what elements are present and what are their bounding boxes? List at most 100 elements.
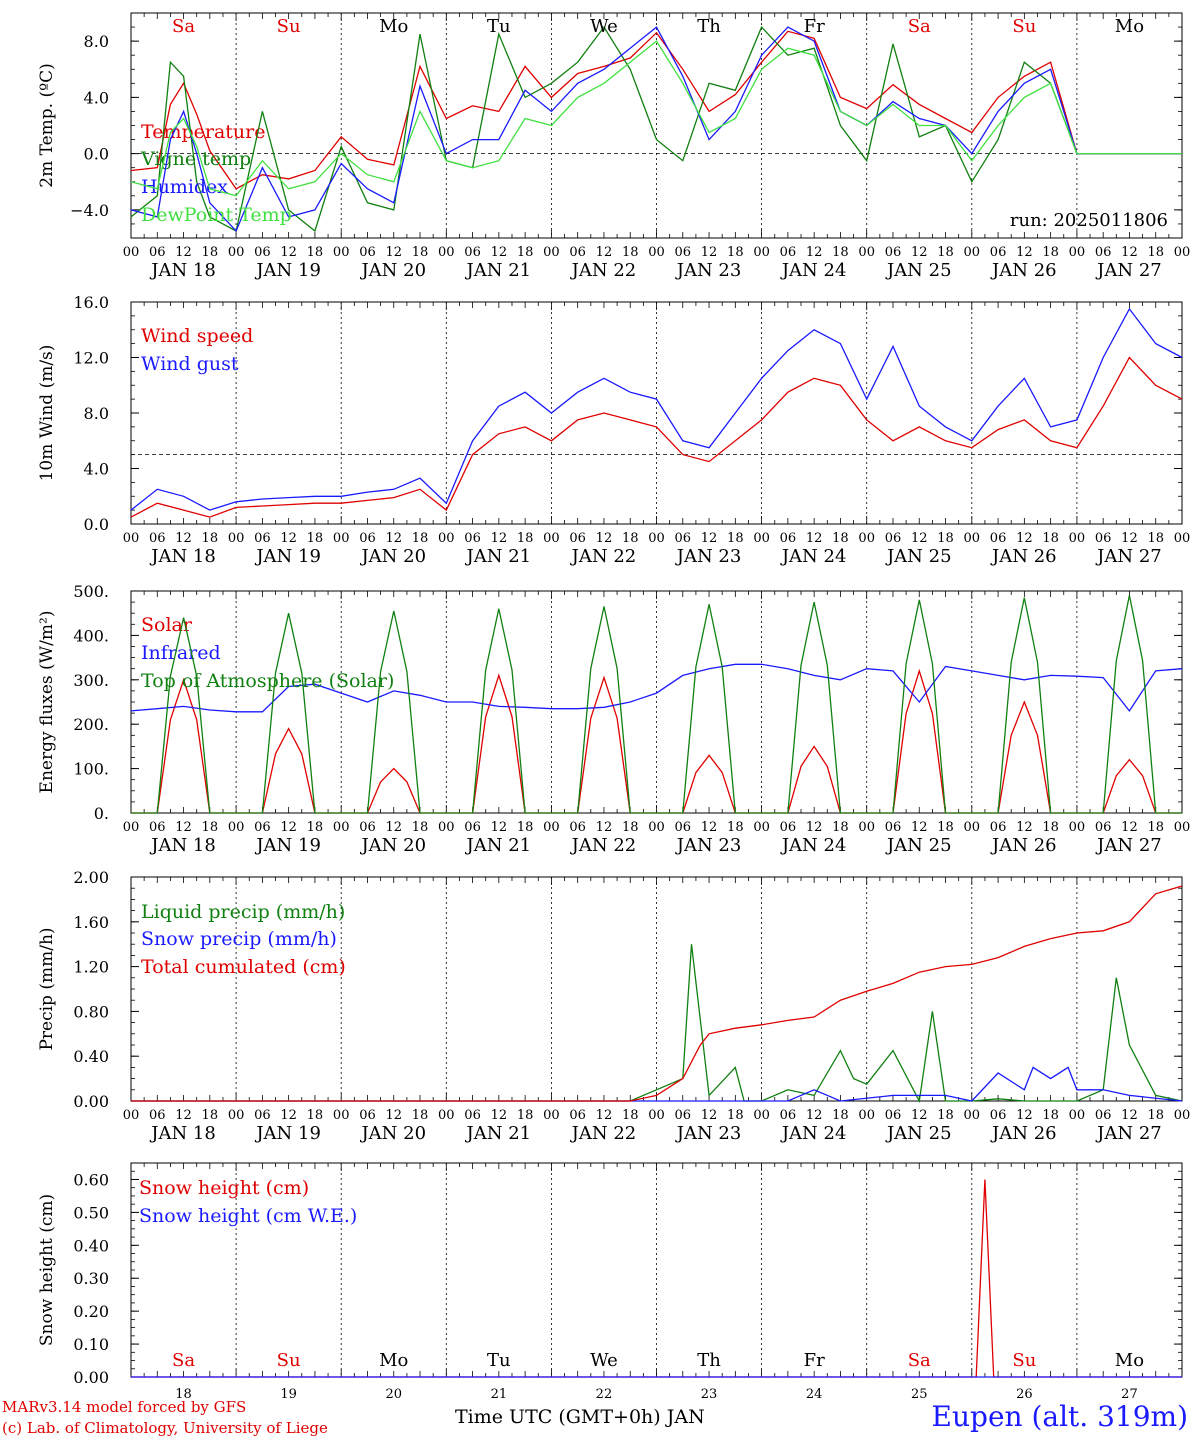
y-tick-label: 400. [73, 626, 109, 645]
x-hour-label: 06 [675, 531, 692, 546]
x-hour-label: 06 [359, 820, 376, 835]
x-date-label: JAN 27 [1095, 835, 1162, 856]
y-tick-label: 500. [73, 582, 109, 601]
x-date-label: JAN 18 [149, 260, 216, 281]
x-hour-label: 00 [123, 245, 140, 260]
x-hour-label: 00 [438, 820, 455, 835]
x-hour-label: 06 [254, 531, 271, 546]
x-hour-label: 00 [1069, 1108, 1086, 1123]
x-date-label: JAN 24 [780, 546, 847, 567]
series-wind-gust [130, 307, 1183, 511]
day-number-label: 24 [806, 1387, 823, 1402]
series-snow-precip-mm-h- [131, 1066, 1183, 1102]
x-date-label: JAN 24 [780, 1123, 847, 1144]
y-tick-label: 0.40 [73, 1047, 109, 1066]
x-date-label: JAN 20 [359, 546, 426, 567]
weekday-label-top: Th [697, 16, 721, 37]
y-axis-label: Snow height (cm) [37, 1194, 57, 1346]
x-hour-label: 06 [254, 820, 271, 835]
x-hour-label: 00 [858, 820, 875, 835]
y-axis-label: 10m Wind (m/s) [37, 345, 57, 482]
x-hour-label: 00 [228, 820, 245, 835]
panel-wind: 0.0 4.0 8.0 12.0 16.0 10m Wind (m/s) 00 06 12 18 0… [37, 293, 1190, 567]
x-date-label: JAN 19 [254, 546, 321, 567]
x-hour-label: 00 [964, 245, 981, 260]
x-hour-label: 18 [202, 1108, 219, 1123]
x-hour-label: 06 [149, 531, 166, 546]
x-hour-label: 00 [123, 531, 140, 546]
x-hour-label: 12 [1121, 245, 1138, 260]
x-hour-label: 00 [648, 531, 665, 546]
weekday-label-top: Mo [1115, 16, 1144, 37]
x-hour-label: 06 [990, 245, 1007, 260]
weekday-label-top: Tu [487, 16, 511, 37]
x-hour-label: 18 [622, 245, 639, 260]
x-hour-label: 00 [1069, 820, 1086, 835]
weekday-label-bottom: Su [1012, 1350, 1036, 1371]
x-hour-label: 00 [964, 820, 981, 835]
x-date-label: JAN 21 [465, 1123, 532, 1144]
y-tick-label: 8.0 [84, 32, 109, 51]
x-hour-label: 18 [622, 1108, 639, 1123]
x-hour-label: 12 [911, 245, 928, 260]
x-hour-label: 06 [464, 245, 481, 260]
x-hour-label: 18 [727, 245, 744, 260]
x-date-label: JAN 23 [675, 260, 742, 281]
x-hour-label: 18 [727, 820, 744, 835]
legend-entry: Humidex [141, 176, 228, 198]
x-hour-label: 06 [675, 1108, 692, 1123]
x-hour-label: 18 [727, 1108, 744, 1123]
x-hour-label: 06 [1095, 531, 1112, 546]
x-date-label: JAN 27 [1095, 260, 1162, 281]
series-temperature [130, 30, 1182, 190]
x-hour-label: 18 [202, 245, 219, 260]
x-hour-label: 18 [307, 245, 324, 260]
x-hour-label: 18 [202, 820, 219, 835]
x-hour-label: 00 [228, 245, 245, 260]
x-hour-label: 00 [753, 245, 770, 260]
credit-line-1: MARv3.14 model forced by GFS [2, 1398, 247, 1416]
x-hour-label: 18 [937, 1108, 954, 1123]
x-date-label: JAN 25 [885, 835, 952, 856]
x-hour-label: 00 [543, 245, 560, 260]
y-tick-label: 4.0 [84, 460, 109, 479]
panel-temp: −4.0 0.0 4.0 8.0 2m Temp. (ºC) 00 06 12 18 00 06 12… [37, 12, 1190, 281]
y-tick-label: −4.0 [70, 201, 109, 220]
x-hour-label: 00 [333, 820, 350, 835]
x-hour-label: 00 [858, 531, 875, 546]
x-hour-label: 06 [675, 820, 692, 835]
x-hour-label: 00 [543, 1108, 560, 1123]
legend-entry: Wind speed [141, 325, 253, 347]
x-date-label: JAN 19 [254, 1123, 321, 1144]
x-date-label: JAN 21 [465, 260, 532, 281]
run-label: run: 2025011806 [1010, 210, 1168, 231]
x-date-label: JAN 22 [570, 260, 637, 281]
x-hour-label: 06 [1095, 820, 1112, 835]
x-hour-label: 18 [937, 531, 954, 546]
x-hour-label: 00 [1069, 245, 1086, 260]
x-hour-label: 12 [806, 1108, 823, 1123]
x-hour-label: 00 [438, 531, 455, 546]
weekday-label-top: Su [1012, 16, 1036, 37]
day-number-label: 26 [1016, 1387, 1033, 1402]
x-date-label: JAN 27 [1095, 1123, 1162, 1144]
x-date-label: JAN 27 [1095, 546, 1162, 567]
x-hour-label: 12 [596, 1108, 613, 1123]
x-hour-label: 00 [1069, 531, 1086, 546]
x-hour-label: 18 [1042, 1108, 1059, 1123]
x-hour-label: 00 [648, 245, 665, 260]
panel-flux: 0. 100. 200. 300. 400. 500. Energy fluxes (W/m… [37, 582, 1190, 856]
x-hour-label: 00 [543, 531, 560, 546]
x-hour-label: 18 [832, 1108, 849, 1123]
x-hour-label: 06 [780, 1108, 797, 1123]
x-hour-label: 06 [780, 245, 797, 260]
x-hour-label: 12 [1121, 531, 1138, 546]
x-hour-label: 12 [1016, 531, 1033, 546]
x-date-label: JAN 19 [254, 835, 321, 856]
x-date-label: JAN 20 [359, 1123, 426, 1144]
x-hour-label: 18 [412, 820, 429, 835]
x-hour-label: 00 [228, 1108, 245, 1123]
series-dewpoint-temp [130, 40, 1182, 197]
x-hour-label: 18 [517, 1108, 534, 1123]
x-hour-label: 12 [175, 1108, 192, 1123]
